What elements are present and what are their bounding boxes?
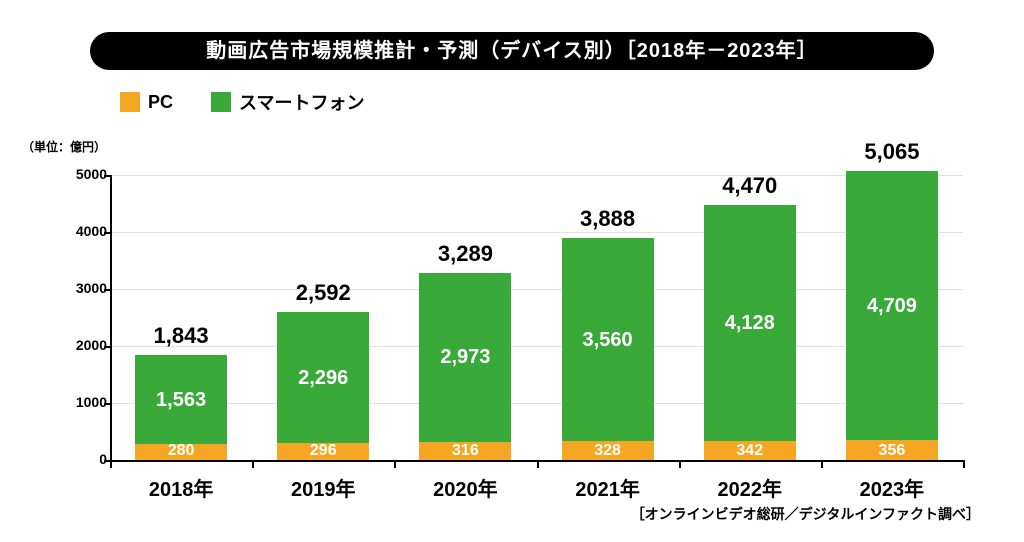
x-axis-label: 2020年 (400, 473, 530, 502)
y-tick-label: 1000 (59, 394, 107, 410)
chart-page: { "title": "動画広告市場規模推計・予測（デバイス別）［2018年－2… (0, 0, 1024, 542)
bar-total-label: 1,843 (123, 323, 239, 349)
bar-segment-label: 280 (135, 442, 227, 460)
x-tick-mark (821, 460, 823, 468)
bar-segment: 296 (277, 443, 369, 460)
bar-total-label: 2,592 (265, 280, 381, 306)
legend-label-smartphone: スマートフォン (239, 89, 364, 115)
x-tick-mark (537, 460, 539, 468)
bar-segment-label: 4,128 (704, 312, 796, 335)
source-note: ［オンラインビデオ総研／デジタルインファクト調べ］ (631, 504, 980, 524)
bar-segment: 4,709 (846, 171, 938, 439)
bar-segment-label: 356 (846, 442, 938, 460)
chart-legend: PC スマートフォン (120, 90, 364, 114)
bar-segment: 356 (846, 440, 938, 460)
bar-segment: 2,296 (277, 312, 369, 443)
bar-segment-label: 342 (704, 442, 796, 460)
bar-total-label: 4,470 (692, 173, 808, 199)
y-tick-label: 2000 (59, 337, 107, 353)
y-tick-label: 4000 (59, 223, 107, 239)
bar-segment: 2,973 (419, 273, 511, 442)
chart-area: 010002000300040005000 2801,5631,8432962,… (68, 155, 963, 460)
x-tick-mark (679, 460, 681, 468)
x-axis-label: 2023年 (827, 473, 957, 502)
plot-area: 280 1,563 1,843 296 2,296 2,592 316 2,973 3,289 3… (110, 175, 963, 460)
x-axis-label: 2018年 (116, 473, 246, 502)
bar-total-label: 5,065 (834, 139, 950, 165)
bar-segment-label: 316 (419, 442, 511, 460)
bar-segment-label: 4,709 (846, 295, 938, 318)
legend-swatch-pc (120, 92, 140, 112)
y-tick-label: 3000 (59, 280, 107, 296)
x-axis-label: 2022年 (685, 473, 815, 502)
bar-segment-label: 3,560 (562, 329, 654, 352)
bar-total-label: 3,289 (407, 241, 523, 267)
chart-title: 動画広告市場規模推計・予測（デバイス別）［2018年－2023年］ (90, 32, 934, 70)
bar-segment: 4,128 (704, 205, 796, 440)
bar-segment-label: 328 (562, 442, 654, 460)
bar-segment: 316 (419, 442, 511, 460)
bar-segment-label: 296 (277, 442, 369, 460)
y-tick-label: 5000 (59, 166, 107, 182)
x-axis-label: 2021年 (543, 473, 673, 502)
legend-swatch-smartphone (211, 92, 231, 112)
bar-segment: 342 (704, 441, 796, 460)
bar-segment-label: 1,563 (135, 389, 227, 412)
bar-segment-label: 2,973 (419, 346, 511, 369)
bar-segment: 3,560 (562, 238, 654, 441)
x-axis-label: 2019年 (258, 473, 388, 502)
unit-label: （単位：億円） (22, 138, 106, 155)
bar-segment-label: 2,296 (277, 367, 369, 390)
legend-label-pc: PC (148, 92, 173, 113)
x-tick-mark (963, 460, 965, 468)
x-tick-mark (252, 460, 254, 468)
y-tick-label: 0 (59, 451, 107, 467)
x-tick-mark (394, 460, 396, 468)
bar-total-label: 3,888 (550, 206, 666, 232)
x-tick-mark (110, 460, 112, 468)
bar-segment: 280 (135, 444, 227, 460)
bar-segment: 328 (562, 441, 654, 460)
bar-segment: 1,563 (135, 355, 227, 444)
